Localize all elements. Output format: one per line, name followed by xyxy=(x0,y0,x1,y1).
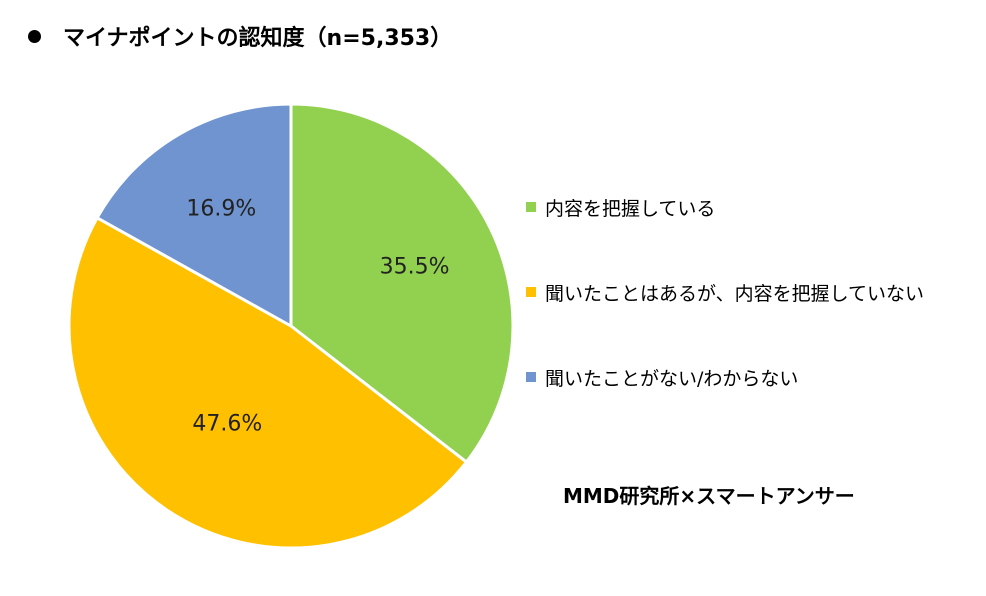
title-bullet-icon xyxy=(28,29,41,43)
pie-slice-heard-not-aware xyxy=(67,215,469,550)
slice-label-never-heard: 16.9% xyxy=(186,196,256,221)
legend: 内容を把握している 聞いたことはあるが、内容を把握していない 聞いたことがない/… xyxy=(526,192,924,447)
legend-item-aware: 内容を把握している xyxy=(526,192,924,222)
legend-item-heard-not-aware: 聞いたことはあるが、内容を把握していない xyxy=(526,277,924,307)
legend-swatch-blue xyxy=(526,372,536,382)
legend-label-heard-not-aware: 聞いたことはあるが、内容を把握していない xyxy=(545,282,925,305)
legend-item-never-heard: 聞いたことがない/わからない xyxy=(526,362,924,392)
chart-title-row: マイナポイントの認知度（n=5,353） xyxy=(28,20,452,52)
slice-label-aware: 35.5% xyxy=(380,254,450,279)
pie-slice-aware xyxy=(289,102,515,465)
legend-label-aware: 内容を把握している xyxy=(545,197,716,220)
chart-title: マイナポイントの認知度（n=5,353） xyxy=(63,26,453,51)
legend-swatch-orange xyxy=(526,287,536,297)
legend-label-never-heard: 聞いたことがない/わからない xyxy=(545,367,799,390)
source-credit: MMD研究所×スマートアンサー xyxy=(563,484,855,508)
pie-slice-never-heard xyxy=(95,102,293,329)
slice-label-heard-not-aware: 47.6% xyxy=(192,411,262,436)
legend-swatch-green xyxy=(526,202,536,212)
